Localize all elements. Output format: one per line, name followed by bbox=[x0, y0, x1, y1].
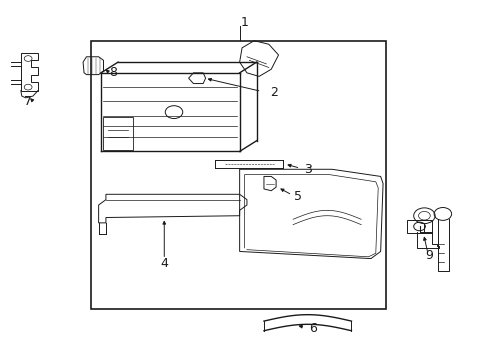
Bar bbox=[91, 41, 385, 309]
Text: 2: 2 bbox=[269, 86, 277, 99]
Text: 9: 9 bbox=[425, 248, 432, 261]
Text: 7: 7 bbox=[24, 95, 32, 108]
Text: 4: 4 bbox=[160, 257, 168, 270]
Bar bbox=[407, 220, 431, 233]
Text: 8: 8 bbox=[109, 66, 117, 79]
Bar bbox=[103, 117, 132, 150]
Text: 5: 5 bbox=[293, 190, 302, 203]
Text: 3: 3 bbox=[303, 163, 311, 176]
Text: 1: 1 bbox=[240, 16, 248, 29]
Text: 6: 6 bbox=[308, 322, 316, 335]
